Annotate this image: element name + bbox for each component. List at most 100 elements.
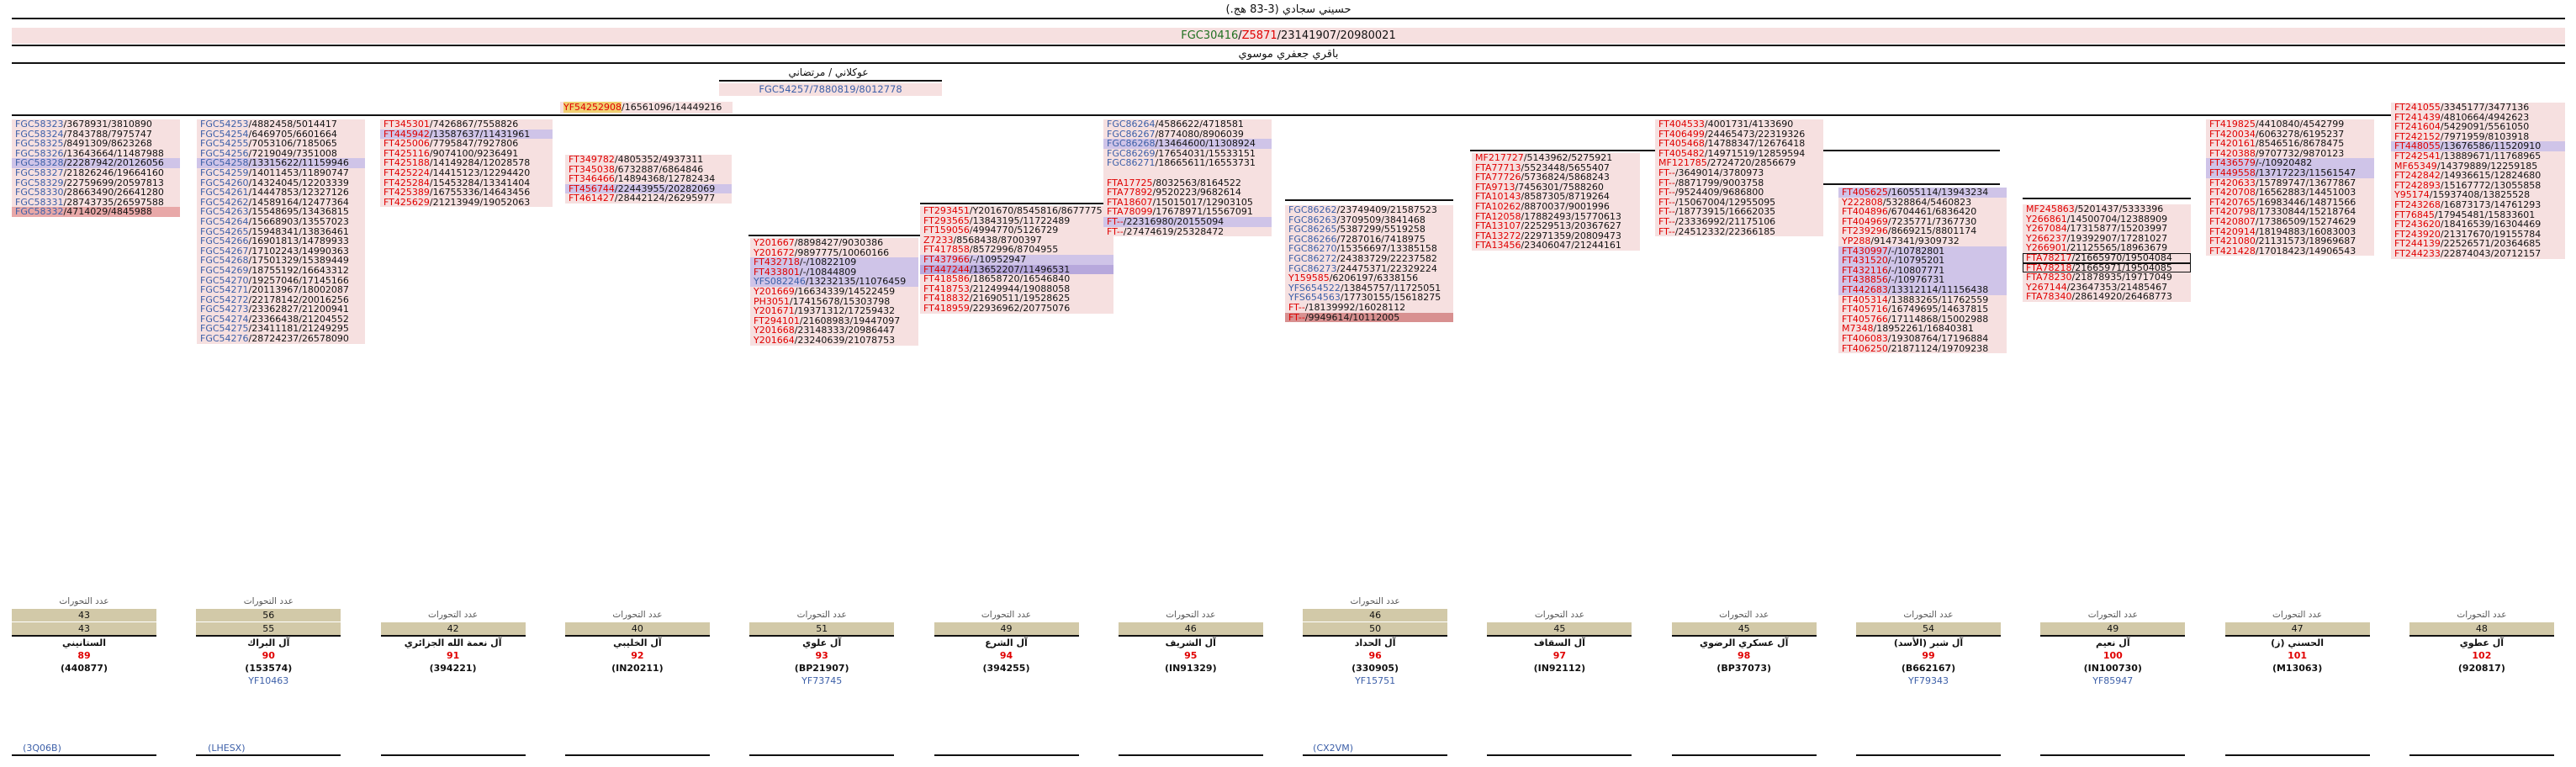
snp-row: FT--/15067004/12955095: [1655, 197, 1823, 208]
snp-row: FGC86273/24475371/22329224: [1285, 263, 1453, 274]
snp-positions: /21871124/19709238: [1887, 343, 1989, 354]
snp-row: FT--/24512332/22366185: [1655, 226, 1823, 237]
snp-row: FTA13107/22529513/20367627: [1472, 221, 1640, 231]
family-link[interactable]: (LHESX): [208, 743, 246, 754]
family-bottom-line: [196, 754, 341, 756]
snp-positions: /22178142/20016256: [248, 294, 349, 305]
snp-row: FT--/22316980/20155094: [1103, 216, 1272, 227]
snp-id: MF65349: [2394, 161, 2437, 172]
family-bottom-line: [12, 754, 156, 756]
snp-positions: /22287942/20126056: [63, 158, 164, 168]
snp-id: FGC54253: [200, 119, 249, 130]
snp-row: FT404896/6704461/6836420: [1838, 207, 2007, 217]
snp-id: FGC86263: [1288, 214, 1337, 225]
family-number: 98: [1738, 650, 1751, 661]
snp-positions: /14788347/12676418: [1704, 139, 1806, 149]
snp-id: FT432718: [754, 257, 800, 267]
snp-id: FGC54270: [200, 275, 249, 286]
snp-column-5: Y201667/8898427/9030386 Y201672/9897775/1…: [750, 238, 918, 346]
snp-id: FT159056: [923, 225, 970, 235]
snp-positions: /18665611/16553731: [1155, 158, 1256, 168]
snp-positions: /9707732/9870123: [2255, 148, 2345, 159]
family-card: عدد التحورات 47 الحسني (ز) 101 (M13063): [2224, 609, 2370, 674]
family-kit-code: (330905): [1351, 663, 1399, 674]
family-name: آل علوي: [802, 637, 842, 648]
snp-row: FT243620/18416539/16304469: [2391, 220, 2565, 230]
family-card: عدد التحورات 49 آل الشرع 94 (394255): [934, 609, 1079, 674]
snp-id: Y201672: [754, 247, 795, 258]
snp-positions: /17330844/15218764: [2255, 207, 2356, 217]
snp-id: FT420708: [2209, 188, 2256, 198]
snp-id: FT456744: [569, 183, 615, 194]
snp-positions: /9520223/9682614: [1152, 188, 1241, 198]
family-card: عدد التحورات 49 آل نعيم 100 (IN100730) YF8594…: [2040, 609, 2186, 687]
snp-positions: /-/10822109: [799, 257, 857, 267]
snp-row: FT345038/6732887/6864846: [565, 164, 732, 175]
snp-id: FT241439: [2394, 112, 2441, 123]
snp-id: M7348: [1842, 324, 1874, 334]
snp-id: FT345038: [569, 164, 615, 175]
family-divider: [380, 635, 526, 637]
snp-positions: /8491309/8623268: [63, 139, 152, 149]
snp-row: FT449558/13717223/11561547: [2206, 167, 2374, 178]
snp-row: FT--/27474619/25328472: [1103, 226, 1272, 237]
family-link[interactable]: (3Q06B): [23, 743, 61, 754]
snp-positions: /-/10976731: [1887, 275, 1945, 285]
snp-positions: /21125565/18963679: [2066, 243, 2168, 253]
snp-row: FT432116/-/10807771: [1838, 265, 2007, 276]
family-number: 91: [446, 650, 460, 661]
snp-positions: /3345177/3477136: [2440, 103, 2530, 113]
mutation-count-label: عدد التحورات: [59, 596, 109, 606]
snp-positions: /22971359/20809473: [1521, 230, 1621, 241]
family-number: 97: [1552, 650, 1567, 661]
snp-id: FT294101: [754, 315, 800, 326]
snp-positions: /-/10782801: [1887, 246, 1945, 257]
snp-row: FT244139/22526571/20364685: [2391, 239, 2565, 249]
snp-row: Y201669/16634339/14522459: [750, 286, 918, 297]
snp-positions: /23362827/21200941: [248, 304, 349, 315]
snp-id: FT420765: [2209, 197, 2256, 208]
family-kit-code: (BP21907): [794, 663, 849, 674]
snp-positions: /22936962/20775076: [969, 303, 1071, 314]
snp-row: FT406083/19308764/17196884: [1838, 333, 2007, 344]
snp-row: FT242842/14936615/12824680: [2391, 171, 2565, 181]
snp-row: FT406250/21871124/19709238: [1838, 343, 2007, 354]
snp-row: FT243920/21317670/19155784: [2391, 229, 2565, 240]
family-subclade: YF79343: [1907, 675, 1949, 686]
snp-id: FT--: [1107, 216, 1124, 227]
family-link[interactable]: (CX2VM): [1313, 743, 1353, 754]
snp-positions: /4805352/4937311: [614, 155, 704, 165]
snp-id: FGC58328: [15, 158, 64, 168]
family-name: آل الحداد: [1354, 637, 1396, 648]
snp-positions: /17114868/15002988: [1887, 314, 1989, 325]
snp-positions: /-/10920482: [2255, 158, 2313, 168]
family-card: عدد التحورات 46 50 آل الحداد 96 (330905) YF157…: [1303, 595, 1448, 687]
snp-id: FGC86265: [1288, 225, 1337, 235]
snp-positions: /21213949/19052063: [429, 197, 531, 208]
snp-row: FTA77726/5736824/5868243: [1472, 172, 1640, 182]
snp-row: FT418959/22936962/20775076: [920, 303, 1113, 314]
snp-positions: /7456301/7588260: [1515, 182, 1604, 193]
mutation-count-label: عدد التحورات: [243, 596, 294, 606]
snp-positions: /18755192/16643312: [248, 265, 349, 276]
snp-positions: /28614920/26468773: [2071, 292, 2172, 302]
snp-row: FT431520/-/10795201: [1838, 256, 2007, 266]
snp-id: FT437966: [923, 254, 970, 265]
mutation-count-label: عدد التحورات: [1166, 610, 1216, 620]
snp-id: FGC58326: [15, 148, 64, 159]
family-number: 95: [1184, 650, 1198, 661]
snp-positions: /23148333/20986447: [794, 325, 896, 336]
snp-id: Y266901: [2026, 243, 2067, 253]
snp-row: FT420798/17330844/15218764: [2206, 207, 2374, 217]
snp-row: FGC54266/16901813/14789933: [197, 236, 365, 246]
snp-positions: /16749695/14637815: [1887, 304, 1989, 315]
snp-positions: /17415678/15303798: [789, 296, 891, 307]
snp-positions: /8870037/9001996: [1521, 201, 1610, 212]
snp-row: FTA77713/5523448/5655407: [1472, 162, 1640, 173]
snp-row: FT--/18773915/16662035: [1655, 207, 1823, 217]
snp-column-10: FT404533/4001731/4133690 FT406499/2446547…: [1655, 119, 1823, 237]
snp-positions: /8669215/8801174: [1887, 226, 1977, 236]
snp-positions: /7235771/7367730: [1887, 216, 1977, 227]
snp-positions: /8546516/8678475: [2255, 139, 2345, 149]
snp-row: FT419825/4410840/4542799: [2206, 119, 2374, 130]
